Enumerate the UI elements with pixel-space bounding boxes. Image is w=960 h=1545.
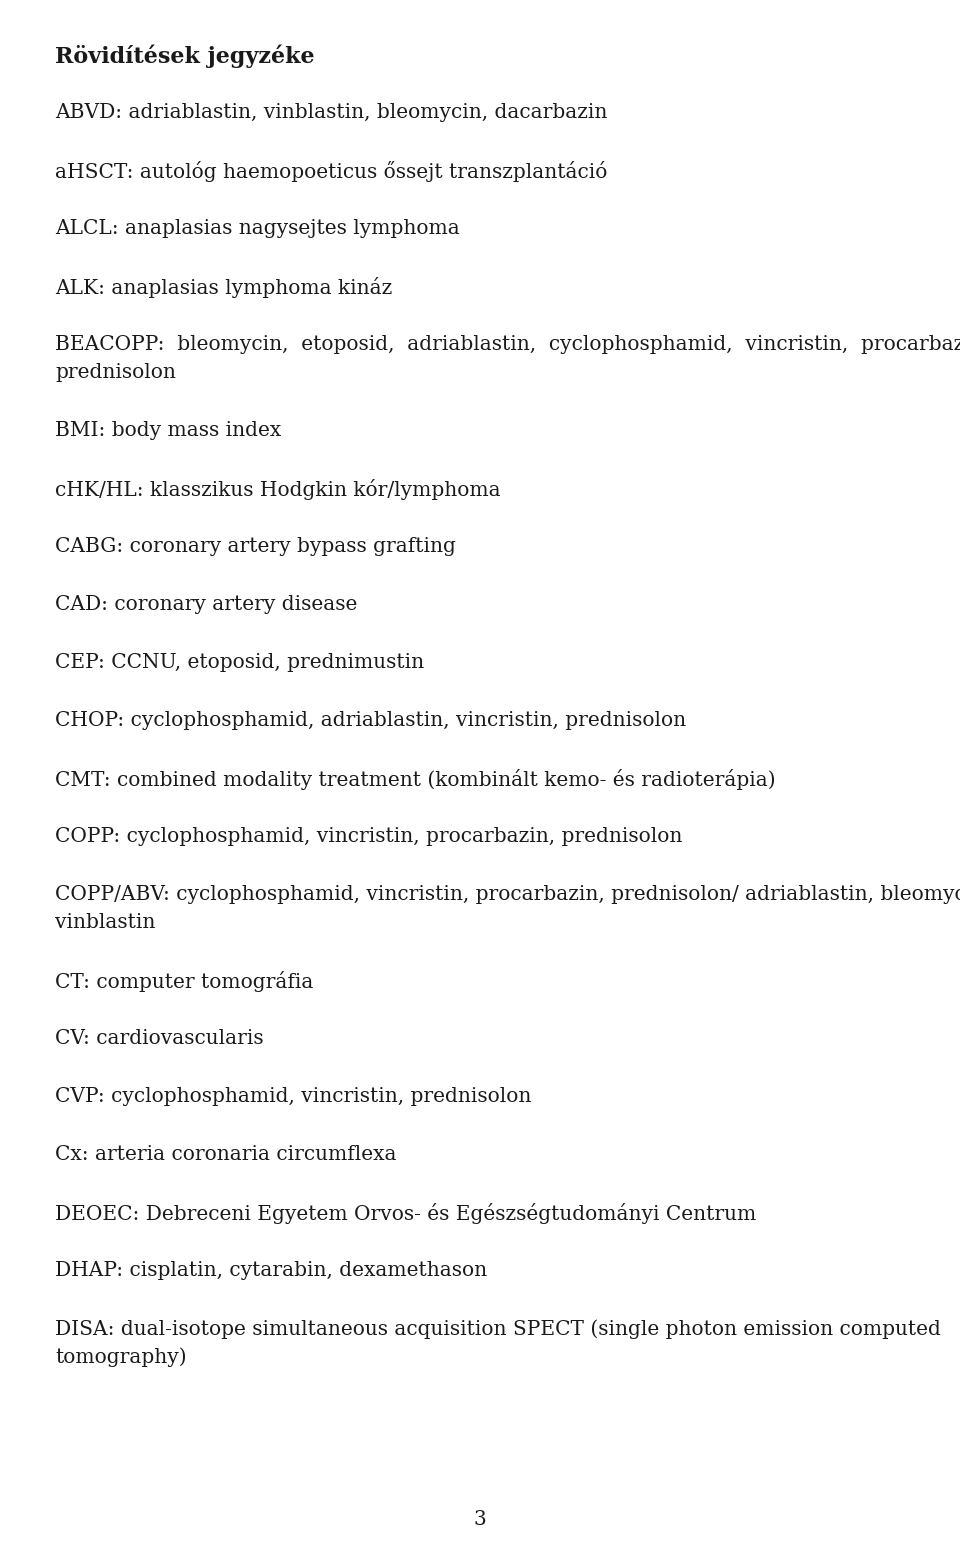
Text: ALK: anaplasias lymphoma kináz: ALK: anaplasias lymphoma kináz xyxy=(55,277,393,298)
Text: CV: cardiovascularis: CV: cardiovascularis xyxy=(55,1029,264,1048)
Text: CEP: CCNU, etoposid, prednimustin: CEP: CCNU, etoposid, prednimustin xyxy=(55,654,424,672)
Text: COPP: cyclophosphamid, vincristin, procarbazin, prednisolon: COPP: cyclophosphamid, vincristin, proca… xyxy=(55,827,683,847)
Text: DHAP: cisplatin, cytarabin, dexamethason: DHAP: cisplatin, cytarabin, dexamethason xyxy=(55,1261,487,1279)
Text: ALCL: anaplasias nagysejtes lymphoma: ALCL: anaplasias nagysejtes lymphoma xyxy=(55,219,460,238)
Text: CAD: coronary artery disease: CAD: coronary artery disease xyxy=(55,595,357,613)
Text: Rövidítések jegyzéke: Rövidítések jegyzéke xyxy=(55,45,315,68)
Text: cHK/HL: klasszikus Hodgkin kór/lymphoma: cHK/HL: klasszikus Hodgkin kór/lymphoma xyxy=(55,479,500,501)
Text: vinblastin: vinblastin xyxy=(55,913,156,932)
Text: CABG: coronary artery bypass grafting: CABG: coronary artery bypass grafting xyxy=(55,538,456,556)
Text: aHSCT: autológ haemopoeticus őssejt transzplantáció: aHSCT: autológ haemopoeticus őssejt tran… xyxy=(55,161,608,182)
Text: tomography): tomography) xyxy=(55,1347,186,1367)
Text: COPP/ABV: cyclophosphamid, vincristin, procarbazin, prednisolon/ adriablastin, b: COPP/ABV: cyclophosphamid, vincristin, p… xyxy=(55,885,960,904)
Text: BEACOPP:  bleomycin,  etoposid,  adriablastin,  cyclophosphamid,  vincristin,  p: BEACOPP: bleomycin, etoposid, adriablast… xyxy=(55,335,960,354)
Text: CMT: combined modality treatment (kombinált kemo- és radioterápia): CMT: combined modality treatment (kombin… xyxy=(55,769,776,789)
Text: DEOEC: Debreceni Egyetem Orvos- és Egészségtudományi Centrum: DEOEC: Debreceni Egyetem Orvos- és Egész… xyxy=(55,1204,756,1224)
Text: DISA: dual-isotope simultaneous acquisition SPECT (single photon emission comput: DISA: dual-isotope simultaneous acquisit… xyxy=(55,1319,941,1338)
Text: CT: computer tomográfia: CT: computer tomográfia xyxy=(55,970,313,992)
Text: prednisolon: prednisolon xyxy=(55,363,176,382)
Text: 3: 3 xyxy=(473,1509,487,1530)
Text: CVP: cyclophosphamid, vincristin, prednisolon: CVP: cyclophosphamid, vincristin, predni… xyxy=(55,1088,532,1106)
Text: Cx: arteria coronaria circumflexa: Cx: arteria coronaria circumflexa xyxy=(55,1145,396,1163)
Text: CHOP: cyclophosphamid, adriablastin, vincristin, prednisolon: CHOP: cyclophosphamid, adriablastin, vin… xyxy=(55,711,686,729)
Text: ABVD: adriablastin, vinblastin, bleomycin, dacarbazin: ABVD: adriablastin, vinblastin, bleomyci… xyxy=(55,104,608,122)
Text: BMI: body mass index: BMI: body mass index xyxy=(55,420,281,440)
